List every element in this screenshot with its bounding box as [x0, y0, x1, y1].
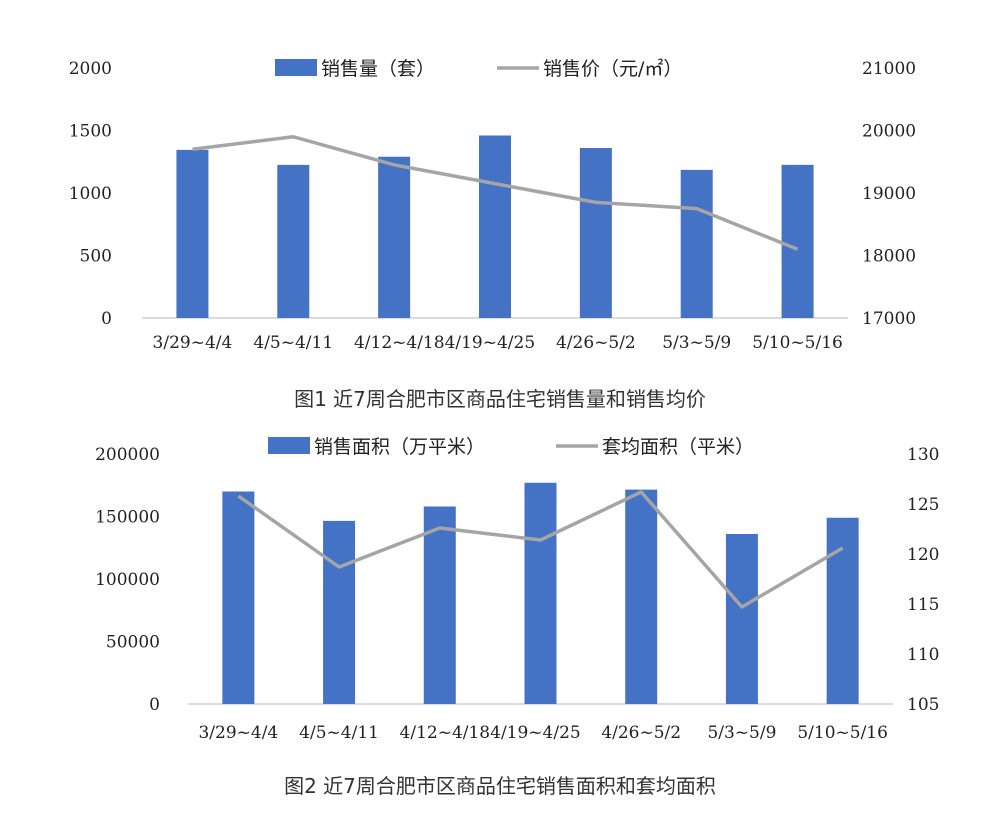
x-tick-label: 3/29~4/4 [198, 723, 278, 743]
y-right-tick-label: 110 [907, 645, 939, 665]
y-left-tick-label: 0 [101, 309, 112, 329]
y-right-tick-label: 17000 [862, 309, 916, 329]
y-left-tick-label: 200000 [95, 445, 160, 465]
y-right-tick-label: 115 [907, 595, 939, 615]
bar-4/5~4/11 [323, 520, 356, 704]
y-right-tick-label: 18000 [862, 247, 916, 267]
y-right-tick-label: 120 [907, 545, 939, 565]
legend-bar-swatch [268, 437, 310, 454]
y-left-tick-label: 2000 [69, 59, 112, 79]
x-tick-label: 5/3~5/9 [707, 723, 776, 743]
x-tick-label: 4/5~4/11 [299, 723, 379, 743]
y-right-tick-label: 21000 [862, 59, 916, 79]
x-tick-label: 4/5~4/11 [253, 333, 333, 353]
y-left-tick-label: 50000 [106, 633, 160, 653]
bar-4/19~4/25 [524, 482, 557, 704]
y-left-tick-label: 500 [80, 247, 112, 267]
legend-bar-label: 销售量（套） [321, 58, 435, 80]
y-right-tick-label: 125 [907, 495, 939, 515]
legend-line-label: 套均面积（平米） [602, 436, 754, 458]
x-tick-label: 3/29~4/4 [153, 333, 233, 353]
legend-line-label: 销售价（元/㎡） [543, 57, 682, 80]
bar-4/26~5/2 [625, 489, 658, 704]
y-left-tick-label: 1000 [69, 184, 112, 204]
chart-1: 0 500 1000 1500 2000 17000 18000 19000 20000 2100… [69, 57, 916, 411]
x-tick-label: 5/10~5/16 [752, 333, 843, 353]
bar-4/12~4/18 [423, 506, 456, 704]
x-tick-label: 4/12~4/184/19~4/25 [400, 723, 581, 743]
y-right-tick-label: 19000 [862, 184, 916, 204]
bar-5/10~5/16 [826, 517, 859, 704]
bar-4/19~4/25 [479, 135, 511, 318]
x-tick-label: 5/10~5/16 [797, 723, 888, 743]
y-left-tick-label: 150000 [95, 508, 160, 528]
x-tick-label: 5/3~5/9 [662, 333, 731, 353]
bar-5/3~5/9 [680, 169, 713, 318]
legend-bar-label: 销售面积（万平米） [314, 436, 485, 458]
bar-3/29~4/4 [176, 149, 209, 318]
x-tick-label: 4/12~4/184/19~4/25 [354, 333, 535, 353]
y-left-tick-label: 1500 [69, 122, 112, 142]
bar-5/3~5/9 [725, 534, 758, 704]
x-tick-label: 4/26~5/2 [556, 333, 636, 353]
x-tick-label: 4/26~5/2 [601, 723, 681, 743]
chart-caption: 图1 近7周合肥市区商品住宅销售量和销售均价 [294, 387, 706, 411]
chart-2: 0 50000 100000 150000 200000 105 110 115 120 125 1… [95, 436, 939, 798]
y-left-tick-label: 0 [149, 695, 160, 715]
bar-4/12~4/18 [378, 156, 411, 318]
bar-3/29~4/4 [222, 491, 255, 704]
y-right-tick-label: 105 [907, 695, 939, 715]
y-right-tick-label: 20000 [862, 122, 916, 142]
bar-5/10~5/16 [781, 164, 814, 318]
y-left-tick-label: 100000 [95, 570, 160, 590]
legend-bar-swatch [275, 59, 317, 76]
bar-4/26~5/2 [579, 148, 612, 318]
chart-caption: 图2 近7周合肥市区商品住宅销售面积和套均面积 [284, 774, 716, 798]
bar-4/5~4/11 [277, 164, 310, 318]
y-right-tick-label: 130 [907, 445, 939, 465]
